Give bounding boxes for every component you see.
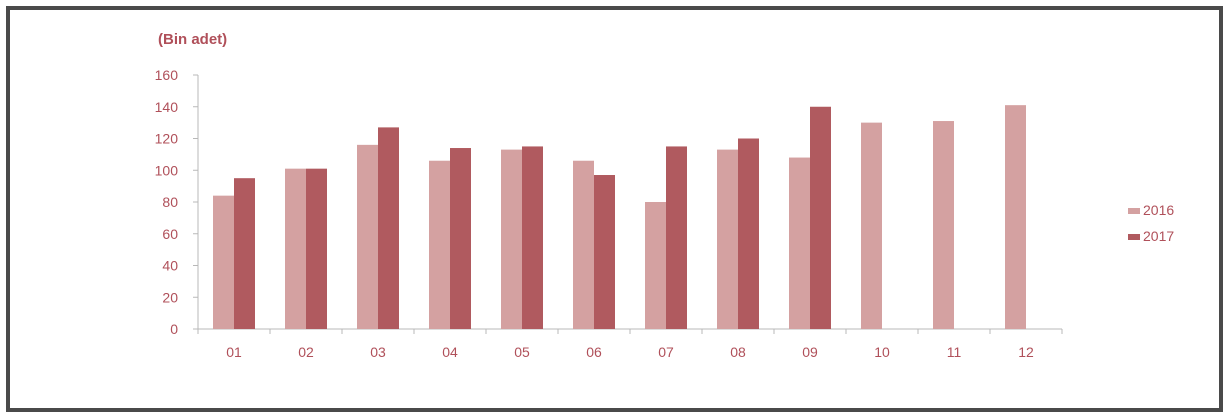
bars <box>213 105 1026 329</box>
x-tick-label: 12 <box>1018 344 1034 360</box>
bar-2017-09 <box>810 106 831 329</box>
bar-2016-08 <box>717 149 738 329</box>
bar-2017-05 <box>522 146 543 329</box>
bar-2017-08 <box>738 138 759 329</box>
x-tick-label: 08 <box>730 344 746 360</box>
x-tick-label: 05 <box>514 344 530 360</box>
x-tick-label: 03 <box>370 344 386 360</box>
legend-label: 2016 <box>1143 202 1174 218</box>
bar-2016-07 <box>645 202 666 329</box>
bar-2016-09 <box>789 157 810 329</box>
bar-2017-06 <box>594 175 615 329</box>
y-tick-label: 40 <box>162 258 178 274</box>
bar-2017-07 <box>666 146 687 329</box>
bar-2016-01 <box>213 195 234 329</box>
bar-2017-03 <box>378 127 399 329</box>
y-tick-label: 100 <box>155 162 179 178</box>
x-tick-label: 09 <box>802 344 818 360</box>
x-tick-label: 04 <box>442 344 458 360</box>
x-tick-label: 06 <box>586 344 602 360</box>
y-tick-label: 80 <box>162 194 178 210</box>
x-tick-label: 11 <box>947 344 962 360</box>
bar-2016-02 <box>285 168 306 329</box>
y-axis: 0 20 40 60 80 100 120 140 160 <box>155 67 199 337</box>
bar-2016-12 <box>1005 105 1026 329</box>
bar-2017-02 <box>306 168 327 329</box>
x-axis: 01 02 03 04 05 06 07 08 09 10 11 12 <box>197 328 1063 360</box>
y-tick-label: 20 <box>162 289 178 305</box>
bar-2016-05 <box>501 149 522 329</box>
x-tick-label: 07 <box>658 344 674 360</box>
y-tick-label: 140 <box>155 99 179 115</box>
bar-2017-04 <box>450 148 471 329</box>
x-tick-label: 02 <box>298 344 314 360</box>
bar-2017-01 <box>234 178 255 329</box>
legend-swatch <box>1128 208 1140 214</box>
y-tick-label: 120 <box>155 131 179 147</box>
legend: 2016 2017 <box>1128 202 1174 244</box>
y-tick-label: 0 <box>170 321 178 337</box>
bar-2016-10 <box>861 122 882 329</box>
legend-swatch <box>1128 234 1140 240</box>
x-tick-label: 01 <box>226 344 242 360</box>
y-tick-label: 60 <box>162 226 178 242</box>
bar-2016-04 <box>429 160 450 329</box>
bar-2016-11 <box>933 121 954 329</box>
unit-label: (Bin adet) <box>158 31 227 48</box>
y-tick-label: 160 <box>155 67 179 83</box>
bar-2016-06 <box>573 160 594 329</box>
bar-2016-03 <box>357 144 378 329</box>
x-tick-label: 10 <box>874 344 890 360</box>
legend-label: 2017 <box>1143 228 1174 244</box>
